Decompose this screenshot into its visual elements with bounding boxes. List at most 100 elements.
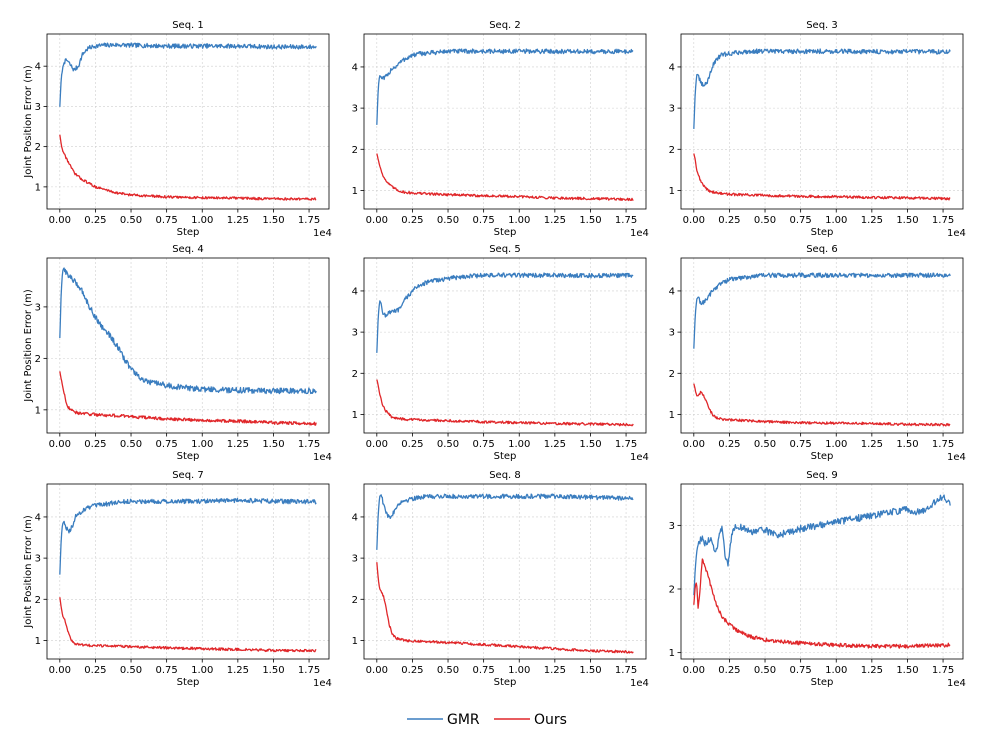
series-line-gmr <box>59 267 317 395</box>
panel-title: Seq. 1 <box>172 20 204 31</box>
subplot-seq-3: 0.00 0.25 0.50 0.75 1.00 1.25 1.50 1.75 1 2 3 4 Seq.… <box>669 20 966 239</box>
x-tick-label: 1.75 <box>932 665 954 676</box>
x-tick-label: 0.50 <box>437 439 459 450</box>
y-tick-label: 1 <box>352 410 358 421</box>
x-tick-label: 1.25 <box>861 439 883 450</box>
series-line-gmr <box>376 272 634 353</box>
y-axis-label: Joint Position Error (m) <box>23 65 34 179</box>
panel-title: Seq. 2 <box>489 20 521 31</box>
x-tick-label: 1.25 <box>861 215 883 226</box>
x-tick-label: 1.75 <box>298 215 320 226</box>
x-tick-label: 1.50 <box>896 665 918 676</box>
x-tick-label: 1.00 <box>508 665 530 676</box>
subplot-seq-6: 0.00 0.25 0.50 0.75 1.00 1.25 1.50 1.75 1 2 3 4 Seq.… <box>669 244 966 463</box>
axes-frame <box>46 483 330 660</box>
y-tick-label: 4 <box>35 62 41 73</box>
x-tick-label: 1.25 <box>227 439 249 450</box>
x-tick-label: 0.75 <box>156 439 178 450</box>
y-tick-label: 3 <box>352 104 358 115</box>
x-tick-label: 0.00 <box>49 215 71 226</box>
x-tick-label: 1.00 <box>191 665 213 676</box>
series-group <box>693 494 951 649</box>
x-tick-label: 0.00 <box>683 665 705 676</box>
y-tick-label: 1 <box>669 410 675 421</box>
series-group <box>693 272 951 427</box>
x-tick-label: 0.50 <box>437 665 459 676</box>
series-group <box>376 272 634 427</box>
y-tick-label: 2 <box>35 142 41 153</box>
x-tick-label: 1.75 <box>932 215 954 226</box>
x-axis-offset-text: 1e4 <box>313 228 332 239</box>
x-tick-label: 1.00 <box>825 665 847 676</box>
panel-title: Seq. 5 <box>489 244 521 255</box>
x-tick-label: 1.75 <box>298 665 320 676</box>
y-tick-label: 3 <box>669 104 675 115</box>
subplot-seq-7: 0.00 0.25 0.50 0.75 1.00 1.25 1.50 1.75 1 2 3 4 Seq.… <box>23 470 332 689</box>
y-tick-label: 1 <box>352 636 358 647</box>
x-tick-label: 1.75 <box>615 215 637 226</box>
panel-title: Seq. 9 <box>806 470 838 481</box>
y-tick-label: 2 <box>35 595 41 606</box>
y-tick-label: 3 <box>669 521 675 532</box>
axes-frame <box>363 257 647 434</box>
x-axis-label: Step <box>811 451 834 462</box>
x-tick-label: 1.00 <box>508 439 530 450</box>
x-tick-label: 0.25 <box>718 215 740 226</box>
axes-frame <box>363 33 647 210</box>
x-tick-label: 0.25 <box>718 439 740 450</box>
x-tick-label: 0.00 <box>366 665 388 676</box>
x-tick-label: 0.25 <box>84 215 106 226</box>
subplot-seq-9: 0.00 0.25 0.50 0.75 1.00 1.25 1.50 1.75 1 2 3 Seq. … <box>669 470 966 689</box>
y-tick-label: 2 <box>669 585 675 596</box>
x-axis-label: Step <box>494 677 517 688</box>
y-tick-label: 1 <box>35 405 41 416</box>
y-tick-label: 3 <box>352 554 358 565</box>
x-tick-label: 0.75 <box>473 665 495 676</box>
y-tick-label: 2 <box>35 354 41 365</box>
y-tick-label: 2 <box>669 369 675 380</box>
x-tick-label: 0.50 <box>754 439 776 450</box>
x-tick-label: 1.50 <box>579 215 601 226</box>
x-axis-label: Step <box>177 677 200 688</box>
axes-frame <box>680 257 964 434</box>
x-tick-label: 0.00 <box>683 439 705 450</box>
x-tick-label: 0.00 <box>49 665 71 676</box>
panel-title: Seq. 7 <box>172 470 204 481</box>
x-axis-offset-text: 1e4 <box>947 228 966 239</box>
x-axis-offset-text: 1e4 <box>630 228 649 239</box>
x-tick-label: 0.50 <box>120 439 142 450</box>
x-axis-label: Step <box>177 451 200 462</box>
y-axis-label: Joint Position Error (m) <box>23 289 34 403</box>
axes-frame <box>46 33 330 210</box>
series-line-ours <box>376 379 634 427</box>
subplot-seq-8: 0.00 0.25 0.50 0.75 1.00 1.25 1.50 1.75 1 2 3 4 Seq.… <box>352 470 649 689</box>
x-axis-offset-text: 1e4 <box>630 452 649 463</box>
y-tick-label: 2 <box>352 145 358 156</box>
x-axis-offset-text: 1e4 <box>313 678 332 689</box>
series-line-gmr <box>693 494 951 596</box>
axes-frame <box>680 33 964 210</box>
series-line-ours <box>693 383 951 427</box>
x-tick-label: 1.00 <box>191 215 213 226</box>
x-tick-label: 0.50 <box>120 215 142 226</box>
series-line-gmr <box>376 48 634 125</box>
legend-label-gmr: GMR <box>447 712 480 728</box>
x-tick-label: 0.75 <box>790 215 812 226</box>
series-line-ours <box>59 597 317 653</box>
series-group <box>376 48 634 202</box>
subplot-seq-1: 0.00 0.25 0.50 0.75 1.00 1.25 1.50 1.75 1 2 3 4 Seq.… <box>23 20 332 239</box>
legend: GMR Ours <box>407 712 567 728</box>
x-axis-offset-text: 1e4 <box>630 678 649 689</box>
x-tick-label: 0.00 <box>366 215 388 226</box>
x-tick-label: 0.00 <box>683 215 705 226</box>
y-tick-label: 4 <box>35 512 41 523</box>
series-line-gmr <box>693 48 951 129</box>
x-tick-label: 1.25 <box>861 665 883 676</box>
series-line-ours <box>376 562 634 654</box>
series-line-ours <box>693 558 951 649</box>
x-tick-label: 1.00 <box>825 215 847 226</box>
y-tick-label: 1 <box>35 636 41 647</box>
series-line-gmr <box>693 272 951 349</box>
x-axis-label: Step <box>811 677 834 688</box>
y-tick-label: 2 <box>669 145 675 156</box>
